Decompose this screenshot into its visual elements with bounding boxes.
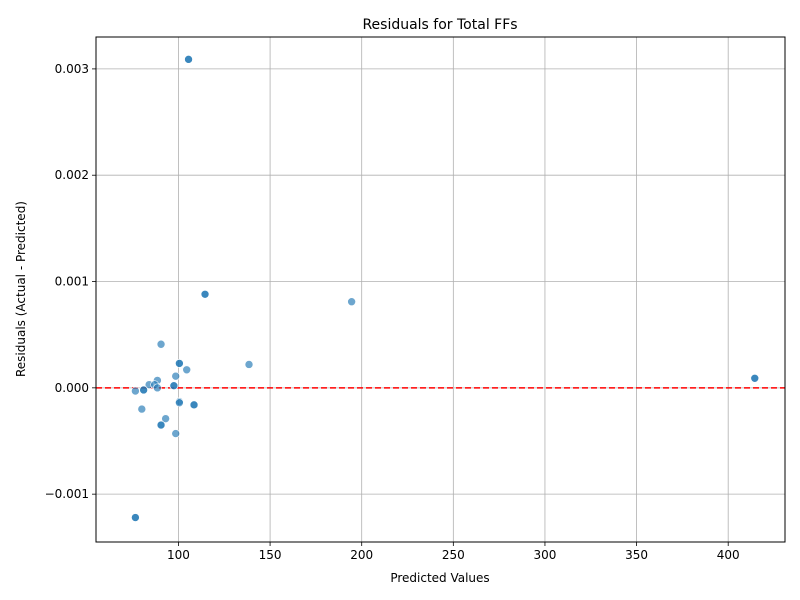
x-tick-label: 250	[442, 548, 465, 562]
x-tick-label: 150	[259, 548, 282, 562]
y-axis-ticks: −0.001 0.000 0.001 0.002 0.003	[45, 62, 96, 501]
scatter-point	[137, 404, 147, 414]
scatter-point	[139, 385, 148, 395]
y-tick-label: 0.003	[55, 62, 89, 76]
scatter-point	[244, 360, 254, 369]
x-axis-label: Predicted Values	[390, 571, 489, 585]
scatter-point	[161, 414, 170, 423]
scatter-point	[347, 297, 356, 307]
plot-frame	[95, 36, 786, 543]
scatter-point	[153, 383, 162, 393]
scatter-point	[156, 420, 166, 430]
scatter-point	[182, 365, 192, 375]
scatter-point	[169, 381, 179, 391]
scatter-point	[171, 429, 181, 438]
x-tick-label: 350	[625, 548, 648, 562]
y-tick-label: 0.001	[55, 275, 89, 289]
y-axis-label: Residuals (Actual - Predicted)	[14, 201, 28, 377]
y-tick-label: 0.002	[55, 168, 89, 182]
scatter-point	[131, 513, 140, 522]
plot-area	[96, 37, 785, 542]
scatter-point	[175, 359, 184, 368]
x-tick-label: 400	[717, 548, 740, 562]
scatter-point	[131, 386, 140, 396]
scatter-point	[175, 398, 184, 408]
scatter-point	[156, 339, 166, 349]
scatter-point	[171, 371, 181, 381]
scatter-point	[189, 400, 199, 410]
scatter-point	[184, 55, 193, 64]
chart-title: Residuals for Total FFs	[362, 17, 517, 33]
y-tick-label: −0.001	[45, 487, 89, 501]
x-axis-ticks: 100 150 200 250 300 350 400	[167, 542, 740, 562]
scatter-points	[131, 55, 760, 522]
y-tick-label: 0.000	[55, 381, 89, 395]
x-tick-label: 100	[167, 548, 190, 562]
x-tick-label: 300	[533, 548, 556, 562]
scatter-point	[200, 289, 210, 299]
scatter-point	[750, 373, 760, 383]
x-tick-label: 200	[350, 548, 373, 562]
